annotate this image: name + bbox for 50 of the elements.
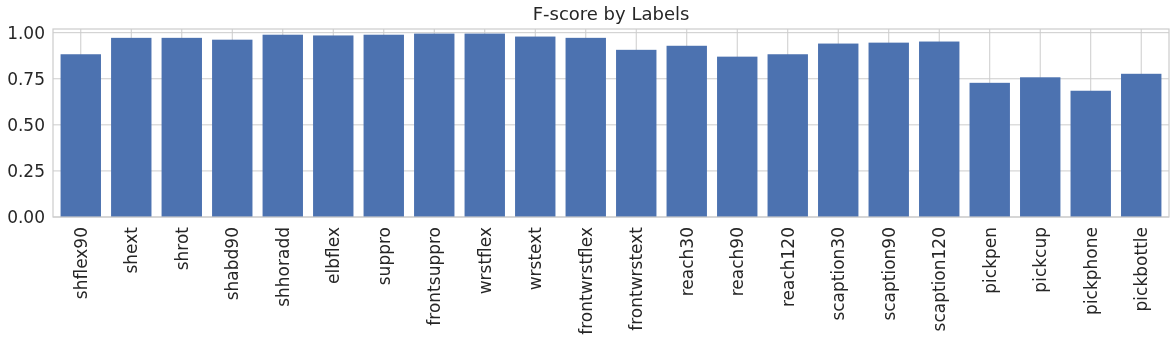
x-tick-label: reach30 bbox=[676, 227, 697, 297]
x-tick-label: shhoradd bbox=[272, 227, 293, 307]
x-tick-label: wrstext bbox=[525, 226, 546, 291]
x-tick-label: shflex90 bbox=[70, 227, 91, 300]
bar bbox=[969, 82, 1010, 217]
x-tick-label: scaption90 bbox=[878, 227, 899, 321]
bar bbox=[1121, 73, 1162, 217]
x-tick-label: pickpen bbox=[979, 227, 1000, 294]
bar bbox=[717, 56, 758, 217]
x-tick-label: frontwrstflex bbox=[575, 227, 596, 335]
bar bbox=[111, 37, 152, 217]
x-tick-label: reach120 bbox=[777, 227, 798, 308]
x-tick-label: wrstflex bbox=[474, 227, 495, 295]
bar bbox=[414, 33, 455, 217]
x-tick-label: pickcup bbox=[1030, 227, 1051, 293]
bar bbox=[767, 54, 808, 217]
x-tick-label: scaption120 bbox=[929, 227, 950, 332]
x-tick-label: shabd90 bbox=[222, 227, 243, 301]
bar bbox=[868, 42, 909, 217]
y-tick-label: 0.25 bbox=[7, 160, 45, 181]
y-tick-label: 0.75 bbox=[7, 68, 45, 89]
bar bbox=[1020, 77, 1061, 217]
x-tick-label: pickphone bbox=[1080, 227, 1101, 315]
x-tick-label: frontwrstext bbox=[626, 226, 647, 331]
bar bbox=[161, 37, 202, 217]
x-tick-label: scaption30 bbox=[828, 227, 849, 321]
x-tick-label: frontsuppro bbox=[424, 227, 445, 326]
bar bbox=[212, 39, 253, 217]
bar bbox=[515, 36, 556, 217]
x-tick-label: shext bbox=[121, 226, 142, 274]
y-tick-label: 0.00 bbox=[7, 206, 45, 227]
bar bbox=[464, 33, 505, 217]
bar bbox=[818, 43, 859, 217]
y-tick-label: 0.50 bbox=[7, 114, 45, 135]
bar bbox=[313, 35, 354, 217]
bar bbox=[60, 54, 101, 217]
bar bbox=[919, 41, 960, 217]
bar bbox=[363, 34, 404, 217]
x-tick-label: pickbottle bbox=[1131, 227, 1152, 312]
bar bbox=[616, 49, 657, 217]
x-tick-label: suppro bbox=[373, 227, 394, 286]
x-tick-label: elbflex bbox=[323, 227, 344, 284]
bar bbox=[1070, 90, 1111, 217]
bar bbox=[262, 34, 303, 217]
x-tick-label: shrot bbox=[171, 226, 192, 271]
bar bbox=[565, 37, 606, 217]
bar bbox=[666, 45, 707, 217]
y-tick-label: 1.00 bbox=[7, 22, 45, 43]
x-tick-label: reach90 bbox=[727, 227, 748, 297]
chart-title: F-score by Labels bbox=[532, 3, 690, 24]
